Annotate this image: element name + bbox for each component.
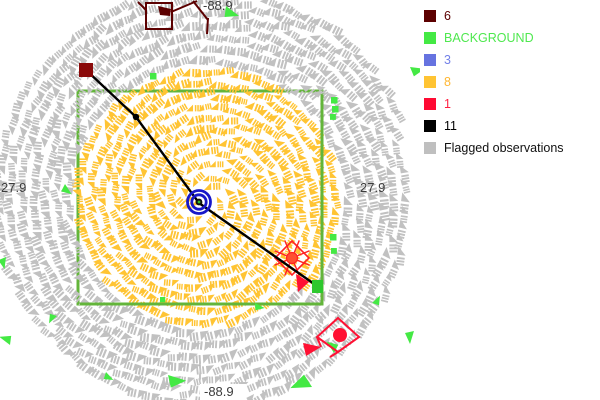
legend-item-label: 11 — [444, 119, 457, 133]
legend-swatch — [424, 98, 436, 110]
parallel-label-left: 27.9 — [1, 180, 26, 195]
legend-item: 1 — [424, 93, 596, 115]
spiral-markers-layer — [0, 0, 411, 400]
plot-area[interactable]: -88.9 -88.9 27.9 27.9 — [0, 0, 425, 400]
legend: 6 BACKGROUND 3 8 1 11 Flagged observatio… — [424, 5, 596, 159]
meridian-label-top: -88.9 — [203, 0, 233, 13]
bottom-label-backing — [200, 384, 246, 400]
legend-swatch — [424, 32, 436, 44]
special-markers-layer — [79, 0, 361, 358]
legend-item: Flagged observations — [424, 137, 596, 159]
legend-item: 6 — [424, 5, 596, 27]
legend-swatch — [424, 142, 436, 154]
legend-swatch — [424, 76, 436, 88]
legend-item-label: Flagged observations — [444, 141, 564, 155]
legend-item-label: 1 — [444, 97, 451, 111]
graticule-labels-layer: -88.9 -88.9 27.9 27.9 — [1, 0, 385, 400]
survey-box-overlay — [80, 95, 324, 306]
parallel-label-right: 27.9 — [360, 180, 385, 195]
legend-item-label: 8 — [444, 75, 451, 89]
legend-item: 11 — [424, 115, 596, 137]
meridian-label-bottom: -88.9 — [204, 384, 234, 399]
legend-item: BACKGROUND — [424, 27, 596, 49]
top-green-marker-layer — [224, 6, 240, 17]
legend-swatch — [424, 120, 436, 132]
legend-item: 8 — [424, 71, 596, 93]
legend-item-label: 6 — [444, 9, 451, 23]
legend-item-label: BACKGROUND — [444, 31, 534, 45]
legend-swatch — [424, 10, 436, 22]
legend-item: 3 — [424, 49, 596, 71]
legend-swatch — [424, 54, 436, 66]
plot-svg[interactable]: -88.9 -88.9 27.9 27.9 — [0, 0, 425, 400]
legend-item-label: 3 — [444, 53, 451, 67]
